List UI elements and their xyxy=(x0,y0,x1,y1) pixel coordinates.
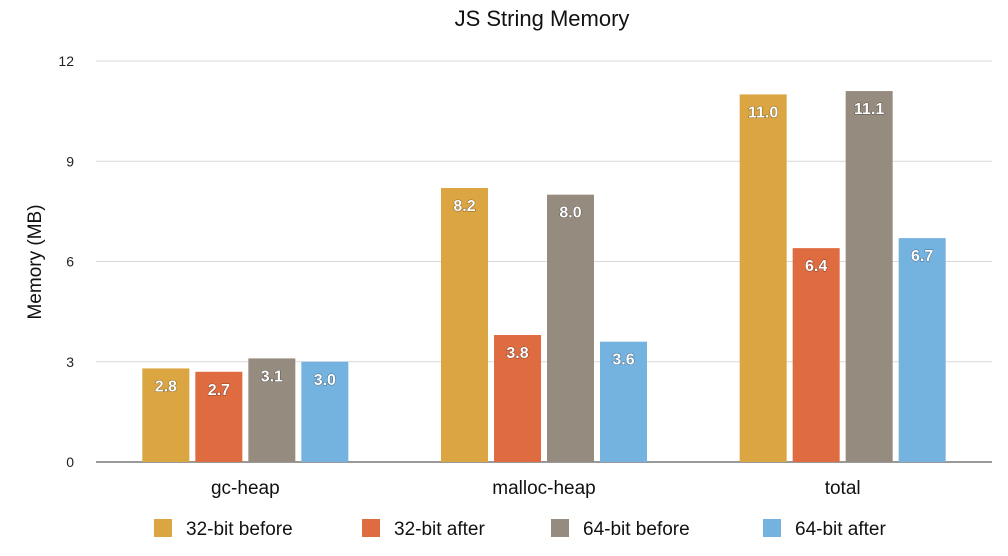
y-tick-label: 0 xyxy=(66,454,74,470)
bar xyxy=(547,194,594,462)
bar-value-label: 3.8 xyxy=(506,345,528,362)
x-category-label: malloc-heap xyxy=(492,478,596,499)
bar xyxy=(142,368,190,462)
bar xyxy=(301,361,349,462)
legend-swatch xyxy=(763,519,781,537)
bar-value-label: 2.8 xyxy=(155,378,177,395)
legend-label: 32-bit after xyxy=(394,519,485,540)
y-tick-label: 6 xyxy=(66,254,74,270)
y-tick-label: 9 xyxy=(66,153,74,169)
bar-labels: 2.8 2.7 3.1 3.0 8.2 3.8 8.0 3.6 11.0 6.4 11.1 6.7 xyxy=(154,101,933,399)
bar-value-label: 11.0 xyxy=(748,104,778,121)
bar xyxy=(494,335,541,462)
legend-swatch xyxy=(154,519,172,537)
bar-value-label: 3.6 xyxy=(612,352,634,369)
bar-value-label: 3.1 xyxy=(261,368,283,385)
bar xyxy=(441,187,488,462)
bar xyxy=(898,238,946,462)
legend-label: 64-bit before xyxy=(583,519,690,540)
y-ticks: 0 3 6 9 12 xyxy=(58,53,74,470)
bar xyxy=(248,358,296,462)
bar-value-label: 8.0 xyxy=(559,205,581,222)
x-category-label: gc-heap xyxy=(211,478,280,499)
legend-swatch xyxy=(551,519,569,537)
legend: 32-bit before 32-bit after 64-bit before 64… xyxy=(154,519,886,540)
bar-value-label: 6.4 xyxy=(805,258,827,275)
bar xyxy=(792,248,840,462)
bar xyxy=(845,91,893,462)
bar xyxy=(195,371,243,462)
chart-title: JS String Memory xyxy=(455,6,630,31)
legend-swatch xyxy=(362,519,380,537)
legend-label: 32-bit before xyxy=(186,519,293,540)
x-category-label: total xyxy=(825,478,861,499)
bar xyxy=(600,341,647,462)
bars xyxy=(142,91,946,463)
bar-value-label: 8.2 xyxy=(453,198,475,215)
x-categories: gc-heap malloc-heap total xyxy=(211,478,861,499)
bar-value-label: 3.0 xyxy=(314,372,336,389)
bar-value-label: 11.1 xyxy=(854,101,884,118)
legend-label: 64-bit after xyxy=(795,519,886,540)
y-tick-label: 12 xyxy=(58,53,74,69)
y-tick-label: 3 xyxy=(66,354,74,370)
bar-value-label: 6.7 xyxy=(911,248,933,265)
bar xyxy=(739,94,787,463)
bar-value-label: 2.7 xyxy=(208,382,230,399)
y-axis-label: Memory (MB) xyxy=(25,204,46,319)
gridlines xyxy=(96,60,992,463)
